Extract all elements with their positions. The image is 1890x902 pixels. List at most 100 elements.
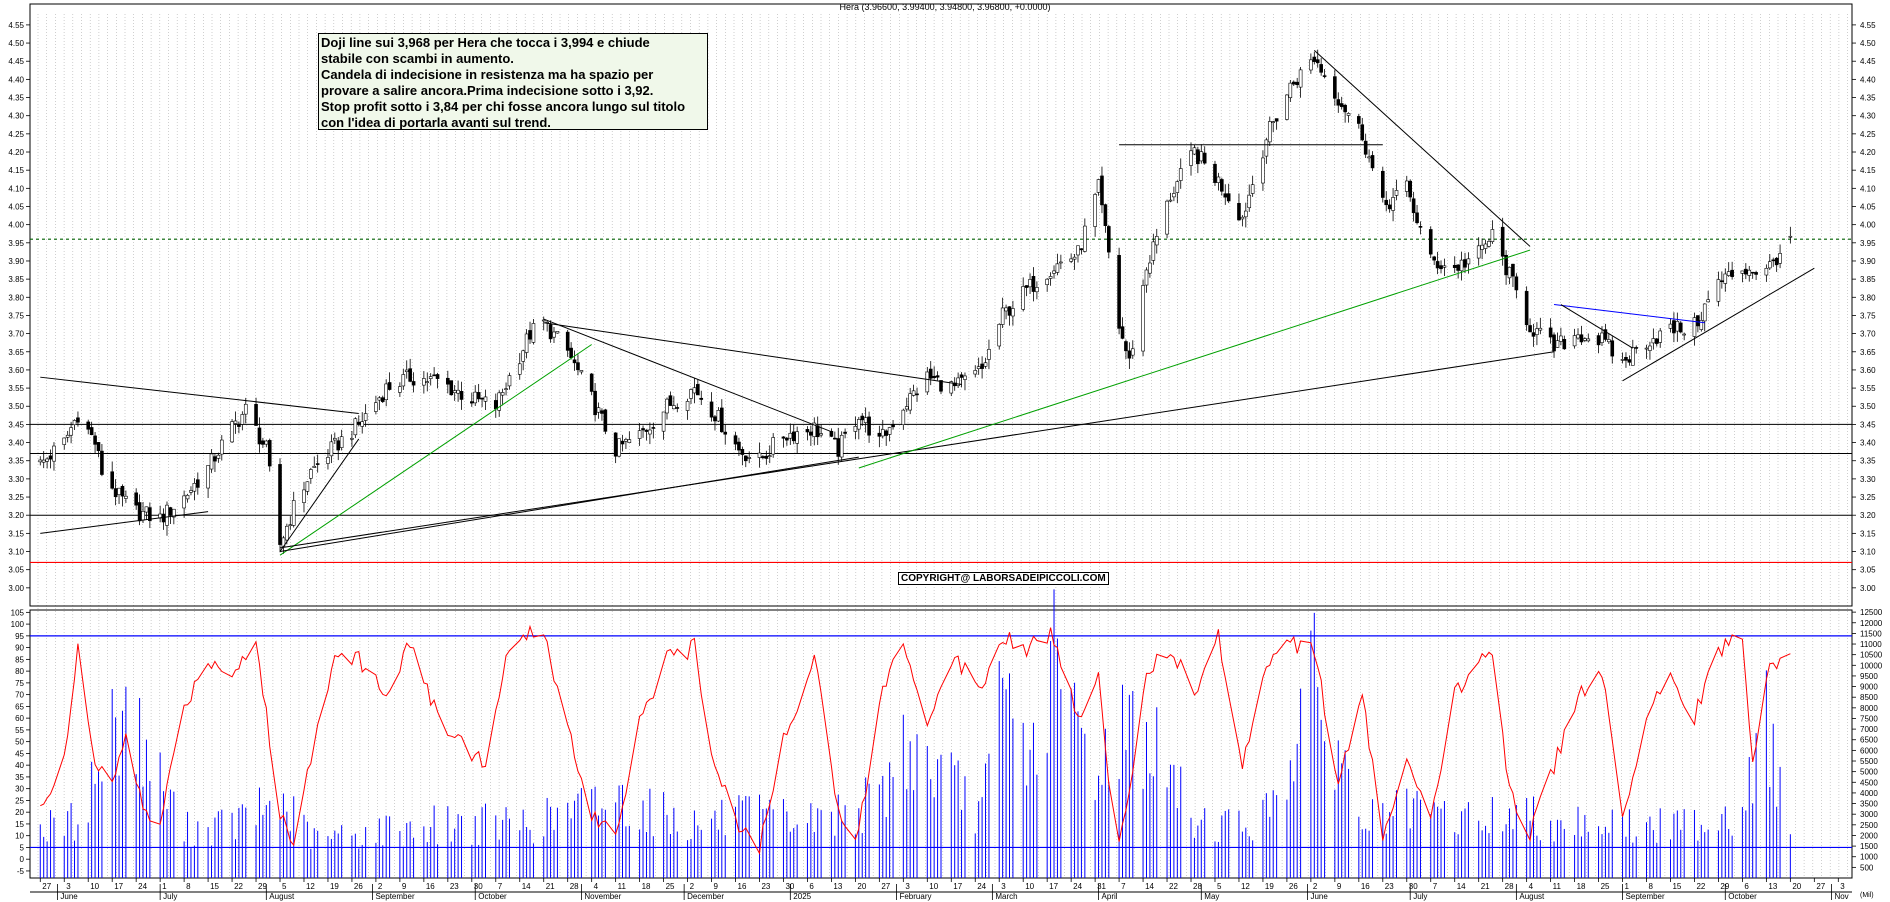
candle-up xyxy=(1778,253,1782,264)
candle-down xyxy=(86,421,91,430)
candle-up xyxy=(1035,287,1039,293)
candle-up xyxy=(596,407,601,413)
trendline-black xyxy=(1560,304,1634,349)
trendline-black xyxy=(40,376,359,415)
candle-up xyxy=(1644,347,1649,350)
candle-up xyxy=(521,350,525,362)
candle-down xyxy=(1514,276,1519,291)
candle-up xyxy=(692,387,697,394)
date-day-label: 17 xyxy=(114,882,123,891)
candle-up xyxy=(1288,82,1293,98)
candle-up xyxy=(531,323,536,343)
candle-up xyxy=(1192,147,1197,155)
date-day-label: 7 xyxy=(1121,882,1126,891)
candle-down xyxy=(1333,76,1337,99)
candle-up xyxy=(911,390,916,396)
date-month-label: December xyxy=(687,892,724,901)
price-tick-label-left: 3.85 xyxy=(8,275,24,284)
candle-down xyxy=(449,380,454,396)
candle-down xyxy=(446,377,450,385)
price-tick-label-right: 4.05 xyxy=(1860,202,1876,211)
candle-up xyxy=(1055,263,1060,273)
date-month-label: November xyxy=(584,892,621,901)
volume-tick-label: 3500 xyxy=(1860,800,1878,809)
candle-up xyxy=(1072,256,1077,260)
candle-up xyxy=(788,432,793,439)
trendline-black xyxy=(1313,49,1531,247)
candle-up xyxy=(1507,266,1512,279)
candle-down xyxy=(1295,81,1299,85)
price-tick-label-left: 3.40 xyxy=(8,439,24,448)
candle-down xyxy=(1411,198,1416,214)
date-day-label: 10 xyxy=(1025,882,1034,891)
candle-up xyxy=(124,495,128,499)
candle-down xyxy=(675,407,680,409)
candle-up xyxy=(1309,59,1313,71)
candle-up xyxy=(1764,267,1769,276)
candle-up xyxy=(305,481,310,492)
candle-up xyxy=(555,331,560,334)
price-tick-label-right: 4.10 xyxy=(1860,184,1876,193)
candle-down xyxy=(959,374,964,378)
candle-down xyxy=(1312,56,1317,62)
candle-down xyxy=(432,374,436,377)
date-day-label: 26 xyxy=(354,882,363,891)
candle-up xyxy=(1199,151,1204,162)
candle-down xyxy=(867,416,871,436)
date-day-label: 10 xyxy=(929,882,938,891)
candle-down xyxy=(89,427,94,436)
candle-down xyxy=(1357,116,1361,124)
date-month-label: September xyxy=(1626,892,1665,901)
candle-up xyxy=(428,376,433,379)
volume-tick-label: 2000 xyxy=(1860,831,1878,840)
date-day-label: 21 xyxy=(1481,882,1490,891)
price-tick-label-left: 3.00 xyxy=(8,584,24,593)
candle-up xyxy=(747,457,752,459)
candle-down xyxy=(1678,322,1683,333)
volume-tick-label: 12000 xyxy=(1860,619,1883,628)
candle-up xyxy=(333,438,337,441)
candle-up xyxy=(1285,94,1289,120)
candle-down xyxy=(1774,257,1779,266)
candle-up xyxy=(384,383,388,400)
candle-up xyxy=(192,483,197,492)
candle-up xyxy=(233,420,238,424)
volume-tick-label: 500 xyxy=(1860,863,1874,872)
candle-down xyxy=(737,441,741,451)
candle-up xyxy=(230,421,234,443)
price-tick-label-right: 3.30 xyxy=(1860,475,1876,484)
candle-down xyxy=(668,395,673,406)
candle-down xyxy=(1504,254,1508,276)
candle-up xyxy=(624,439,628,442)
candle-up xyxy=(329,441,334,457)
volume-tick-label: 1000 xyxy=(1860,853,1878,862)
candle-down xyxy=(1730,269,1734,277)
candle-down xyxy=(411,381,416,386)
candle-down xyxy=(1524,291,1529,326)
candle-down xyxy=(1196,149,1200,165)
candle-down xyxy=(1107,226,1111,253)
candle-up xyxy=(1586,338,1591,342)
candle-up xyxy=(757,452,762,458)
candle-up xyxy=(1165,200,1169,235)
date-day-label: 22 xyxy=(234,882,243,891)
price-tick-label-right: 4.35 xyxy=(1860,94,1876,103)
candle-up xyxy=(1559,335,1563,342)
date-day-label: 28 xyxy=(1193,882,1202,891)
date-month-label: August xyxy=(269,892,295,901)
candle-up xyxy=(901,409,906,425)
candle-up xyxy=(52,445,56,462)
volume-tick-label: 9500 xyxy=(1860,672,1878,681)
price-tick-label-left: 3.45 xyxy=(8,420,24,429)
date-day-label: 2 xyxy=(1313,882,1318,891)
candle-down xyxy=(213,456,217,462)
candle-up xyxy=(857,419,861,430)
date-day-label: 10 xyxy=(90,882,99,891)
volume-tick-label: 4000 xyxy=(1860,789,1878,798)
candle-up xyxy=(1535,328,1539,335)
candle-up xyxy=(1021,286,1025,310)
candle-down xyxy=(1596,335,1601,346)
date-day-label: 16 xyxy=(1361,882,1370,891)
date-month-label: July xyxy=(163,892,177,901)
candle-up xyxy=(627,439,632,443)
